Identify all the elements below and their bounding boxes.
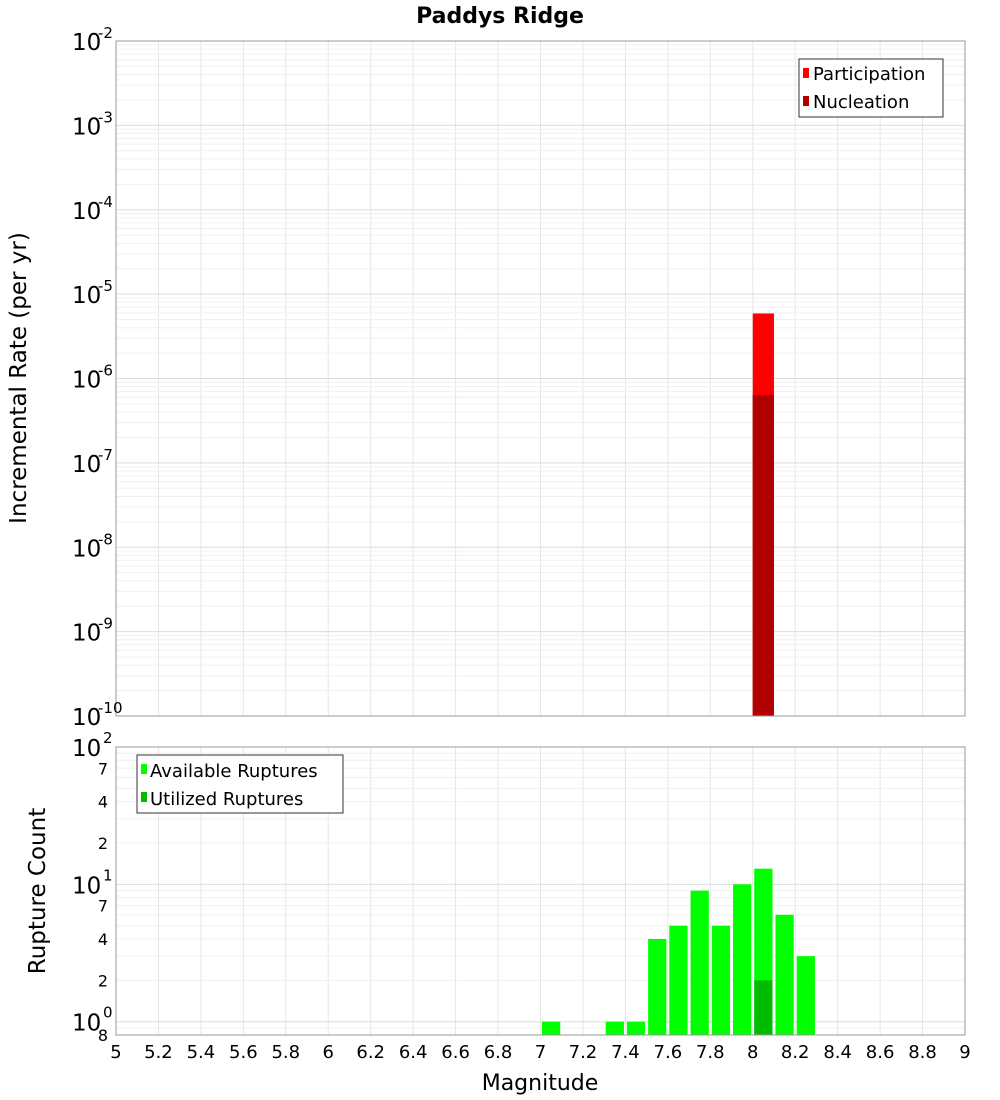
nucleation-legend-label: Nucleation [813,92,909,113]
rate-y-tick-label: 10 [72,452,101,478]
participation-legend-swatch [803,68,809,78]
available-ruptures-bar [711,925,731,1035]
x-tick-label: 7.8 [696,1042,725,1063]
available-ruptures-bar [733,884,752,1035]
rate-y-tick-exponent: -3 [98,108,113,126]
utilized-legend-swatch [141,792,147,802]
x-axis-label: Magnitude [482,1071,599,1096]
x-tick-label: 6.2 [356,1042,385,1063]
rate-y-tick-label: 10 [72,30,101,56]
rate-y-tick-exponent: -6 [98,362,113,380]
count-y-tick-label: 10 [72,1011,101,1037]
x-tick-label: 8.2 [781,1042,810,1063]
count-y-minor-tick-label: 7 [98,897,108,916]
x-tick-label: 8.4 [823,1042,852,1063]
rate-y-tick-label: 10 [72,114,101,140]
available-ruptures-bar [542,1021,561,1035]
count-y-tick-exponent: 2 [103,729,113,747]
rate-y-tick-exponent: -9 [98,615,113,633]
available-ruptures-bar [605,1021,624,1035]
available-legend-swatch [141,764,147,774]
x-tick-label: 7.4 [611,1042,640,1063]
rate-y-tick-exponent: -5 [98,277,113,295]
available-ruptures-bar [669,925,688,1035]
available-legend-label: Available Ruptures [150,761,318,782]
x-tick-label: 8 [747,1042,758,1063]
count-plot-border [115,746,966,1036]
x-tick-label: 6.6 [441,1042,470,1063]
available-ruptures-bar [626,1021,646,1035]
utilized-ruptures-bar [754,980,773,1035]
utilized-legend-label: Utilized Ruptures [150,789,303,810]
available-ruptures-bar [648,939,667,1035]
rate-y-tick-exponent: -4 [98,193,113,211]
chart-title: Paddys Ridge [416,4,584,29]
count-y-minor-tick-label: 8 [98,1026,108,1045]
count-y-tick-label: 10 [72,873,101,899]
x-tick-label: 6.8 [484,1042,513,1063]
rate-bars [752,313,774,716]
available-ruptures-bar [690,890,709,1035]
x-tick-label: 5.8 [271,1042,300,1063]
rate-legend: Participation Nucleation [798,58,944,118]
x-tick-label: 5 [110,1042,121,1063]
count-y-minor-tick-label: 2 [98,834,108,853]
rate-y-tick-label: 10 [72,536,101,562]
rate-y-tick-label: 10 [72,621,101,647]
x-tick-label: 5.4 [187,1042,216,1063]
rate-y-tick-exponent: -8 [98,530,113,548]
x-tick-label: 6 [323,1042,334,1063]
rate-y-tick-exponent: -2 [98,24,113,42]
rate-y-tick-label: 10 [72,283,101,309]
x-tick-label: 7.2 [569,1042,598,1063]
x-tick-label: 9 [959,1042,970,1063]
rate-legend-box [798,58,944,118]
rate-plot-border [115,40,966,717]
participation-legend-label: Participation [813,64,925,85]
count-y-minor-tick-label: 4 [98,793,108,812]
rate-y-tick-exponent: -10 [98,699,123,717]
rate-y-tick-exponent: -7 [98,446,113,464]
x-tick-label: 7.6 [654,1042,683,1063]
count-bars [542,868,815,1035]
rate-grid [115,41,966,717]
x-tick-label: 8.6 [866,1042,895,1063]
available-ruptures-bar [796,956,815,1035]
count-y-minor-tick-label: 2 [98,971,108,990]
rate-y-tick-label: 10 [72,705,101,731]
x-tick-label: 6.4 [399,1042,428,1063]
available-ruptures-bar [775,914,794,1035]
count-y-minor-tick-label: 4 [98,930,108,949]
nucleation-bar [752,394,774,716]
rate-y-tick-label: 10 [72,368,101,394]
count-legend: Available Ruptures Utilized Ruptures [136,754,344,814]
count-y-minor-tick-label: 7 [98,759,108,778]
count-y-tick-exponent: 1 [103,866,113,884]
count-y-axis-label: Rupture Count [25,808,51,974]
rate-y-axis-label: Incremental Rate (per yr) [6,232,32,524]
count-legend-box [136,754,344,814]
x-tick-label: 5.6 [229,1042,258,1063]
count-y-tick-label: 10 [72,736,101,762]
x-tick-labels: 5 5.2 5.4 5.6 5.8 6 6.2 6.4 6.6 6.8 7 7.2 7.4 7.6 7.8 8… [110,1042,970,1063]
x-tick-label: 8.8 [908,1042,937,1063]
count-y-tick-exponent: 0 [103,1004,113,1022]
x-tick-label: 5.2 [144,1042,173,1063]
x-tick-label: 7 [535,1042,546,1063]
nucleation-legend-swatch [803,96,809,106]
rate-y-tick-label: 10 [72,199,101,225]
